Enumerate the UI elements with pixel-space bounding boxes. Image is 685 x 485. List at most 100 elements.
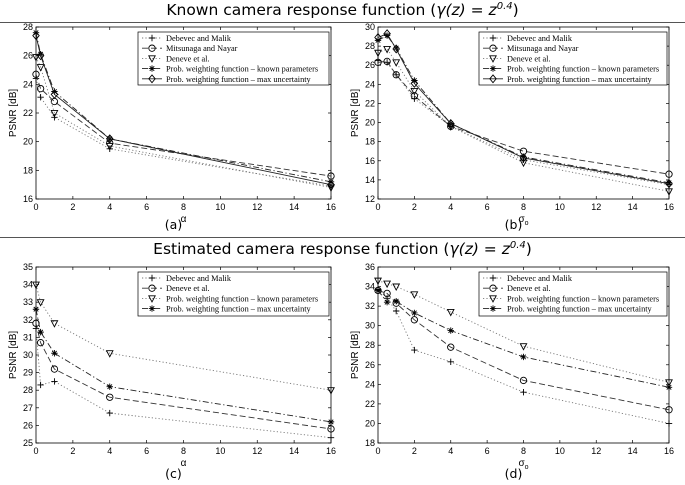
chart-2-legend-label: Debevec and Malik — [166, 274, 232, 283]
chart-3-xtick-label: 14 — [628, 446, 638, 456]
chart-1-xtick-label: 0 — [375, 202, 380, 212]
chart-2-series-3-point — [327, 418, 335, 426]
chart-2-xtick-label: 6 — [144, 446, 149, 456]
chart-0-series-3-point — [327, 178, 335, 185]
chart-1-series-3-point — [374, 37, 382, 44]
chart-0-legend-label: Prob. weighting function – known paramet… — [166, 65, 318, 74]
chart-2-ytick-label: 30 — [23, 350, 33, 360]
chart-3-ytick-label: 32 — [365, 301, 375, 311]
chart-3-series-3-point — [520, 353, 527, 361]
chart-1-series-0-point — [374, 57, 382, 64]
chart-2-series-3-point — [32, 306, 40, 313]
chart-1-ytick-label: 14 — [365, 175, 375, 185]
chart-2-xtick-label: 0 — [33, 446, 38, 456]
chart-1-legend-box — [478, 31, 668, 86]
chart-2-panel-label: (c) — [165, 466, 182, 481]
chart-2-series-0 — [32, 325, 335, 441]
chart-2-series-3-point — [51, 350, 58, 357]
chart-0-legend-marker — [148, 65, 156, 72]
chart-0-ytick-label: 22 — [23, 108, 33, 118]
chart-1-series-4-line — [377, 33, 670, 185]
chart-1-series-4-point — [374, 32, 382, 43]
section-title-known-exp: 0.4 — [496, 1, 513, 12]
chart-0-series-2-line — [35, 56, 332, 188]
chart-2-series-3 — [32, 306, 335, 426]
chart-1-series-1-point — [383, 57, 391, 66]
chart-0-series-3-point — [51, 88, 58, 95]
chart-0-series-4-point — [36, 51, 45, 61]
chart-3-ytick-label: 36 — [365, 262, 375, 272]
chart-3-panel-label: (d) — [505, 466, 523, 481]
chart-3-xtick-label: 0 — [375, 446, 380, 456]
section-title-known-suffix: ) — [512, 1, 519, 20]
chart-0-xtick-label: 12 — [252, 202, 262, 212]
chart-2-legend-marker — [148, 295, 156, 303]
chart-2-series-2-point — [105, 350, 114, 358]
chart-1-ylabel: PSNR [dB] — [350, 89, 361, 138]
chart-0-xtick-label: 10 — [215, 202, 225, 212]
chart-1-ytick-label: 30 — [365, 22, 375, 32]
chart-3-series-3-point — [374, 287, 382, 294]
chart-3-series-1-point — [383, 289, 391, 298]
chart-0-ytick-label: 26 — [23, 51, 33, 61]
chart-3-legend-marker — [489, 284, 497, 292]
chart-2-legend-label: Prob. weighting function – known paramet… — [166, 294, 318, 303]
chart-3-legend-marker — [489, 274, 497, 282]
chart-3-series-0-point — [665, 420, 673, 427]
chart-3-series-0-point — [447, 358, 454, 366]
chart-2-series-1 — [32, 319, 335, 433]
chart-1-xtick-label: 2 — [412, 202, 417, 212]
chart-3-legend-label: Prob. weighting function – max uncertain… — [507, 305, 653, 314]
chart-3-series-2-point — [374, 277, 382, 286]
chart-3-series-2-point — [665, 379, 673, 387]
chart-1-xtick-label: 4 — [448, 202, 453, 212]
chart-0-series-0-point — [37, 94, 44, 101]
chart-0-legend-label: Prob. weighting function – max uncertain… — [166, 75, 312, 84]
chart-3-xtick-label: 8 — [521, 446, 526, 456]
section-title-estimated-formula: γ(z) = z — [449, 240, 510, 259]
chart-2-series-0-point — [106, 409, 113, 417]
chart-3-ytick-label: 20 — [365, 418, 375, 428]
chart-1-legend-label: Prob. weighting function – known paramet… — [507, 65, 659, 74]
chart-1-ytick-label: 28 — [365, 41, 375, 51]
chart-3-legend-label: Deneve et al. — [507, 284, 551, 293]
chart-3-series-2-point — [446, 308, 455, 317]
chart-1-series-4-point — [519, 153, 528, 163]
chart-2-legend-marker — [148, 284, 156, 292]
chart-3-legend-marker — [489, 295, 497, 303]
chart-2-xtick-label: 16 — [326, 446, 336, 456]
section-title-estimated-prefix: Estimated camera response function ( — [153, 240, 450, 259]
chart-3-series-1-point — [519, 376, 528, 385]
chart-2-series-3-line — [35, 309, 332, 423]
chart-1-series-4-point — [392, 44, 400, 54]
chart-3-xtick-label: 12 — [591, 446, 601, 456]
chart-2-ytick-label: 32 — [23, 315, 33, 325]
chart-1-xlabel: σo — [518, 214, 528, 227]
chart-1-series-1-line — [377, 60, 670, 175]
chart-0-series-2-point — [36, 64, 45, 72]
chart-1-series-3-point — [411, 77, 418, 84]
chart-2-series-2-line — [35, 284, 332, 391]
chart-1-legend-label: Debevec and Malik — [507, 34, 573, 43]
chart-3-series-3-point — [411, 309, 418, 317]
chart-1-legend-label: Prob. weighting function – max uncertain… — [507, 75, 653, 84]
chart-1-ytick-label: 22 — [365, 98, 375, 108]
chart-0-series-4-point — [105, 134, 114, 144]
chart-3-series-1-line — [377, 290, 670, 411]
section-title-known: Known camera response function (γ(z) = z… — [0, 1, 685, 19]
chart-0-series-2-point — [50, 109, 59, 118]
chart-1-ytick-label: 18 — [365, 137, 375, 147]
chart-2-xlabel: α — [181, 458, 187, 469]
chart-2-series-2-point — [36, 299, 45, 307]
chart-2-series-1-point — [36, 339, 45, 347]
chart-3-series-3-point — [383, 299, 391, 306]
section-title-estimated-suffix: ) — [525, 240, 532, 259]
chart-0-legend-label: Deneve et al. — [166, 54, 210, 63]
chart-1-series-1-point — [374, 58, 382, 67]
chart-2-ytick-label: 34 — [23, 280, 33, 290]
chart-1-xtick-label: 6 — [485, 202, 490, 212]
chart-1-legend-marker — [489, 34, 497, 42]
chart-3-series-0-point — [392, 307, 400, 315]
